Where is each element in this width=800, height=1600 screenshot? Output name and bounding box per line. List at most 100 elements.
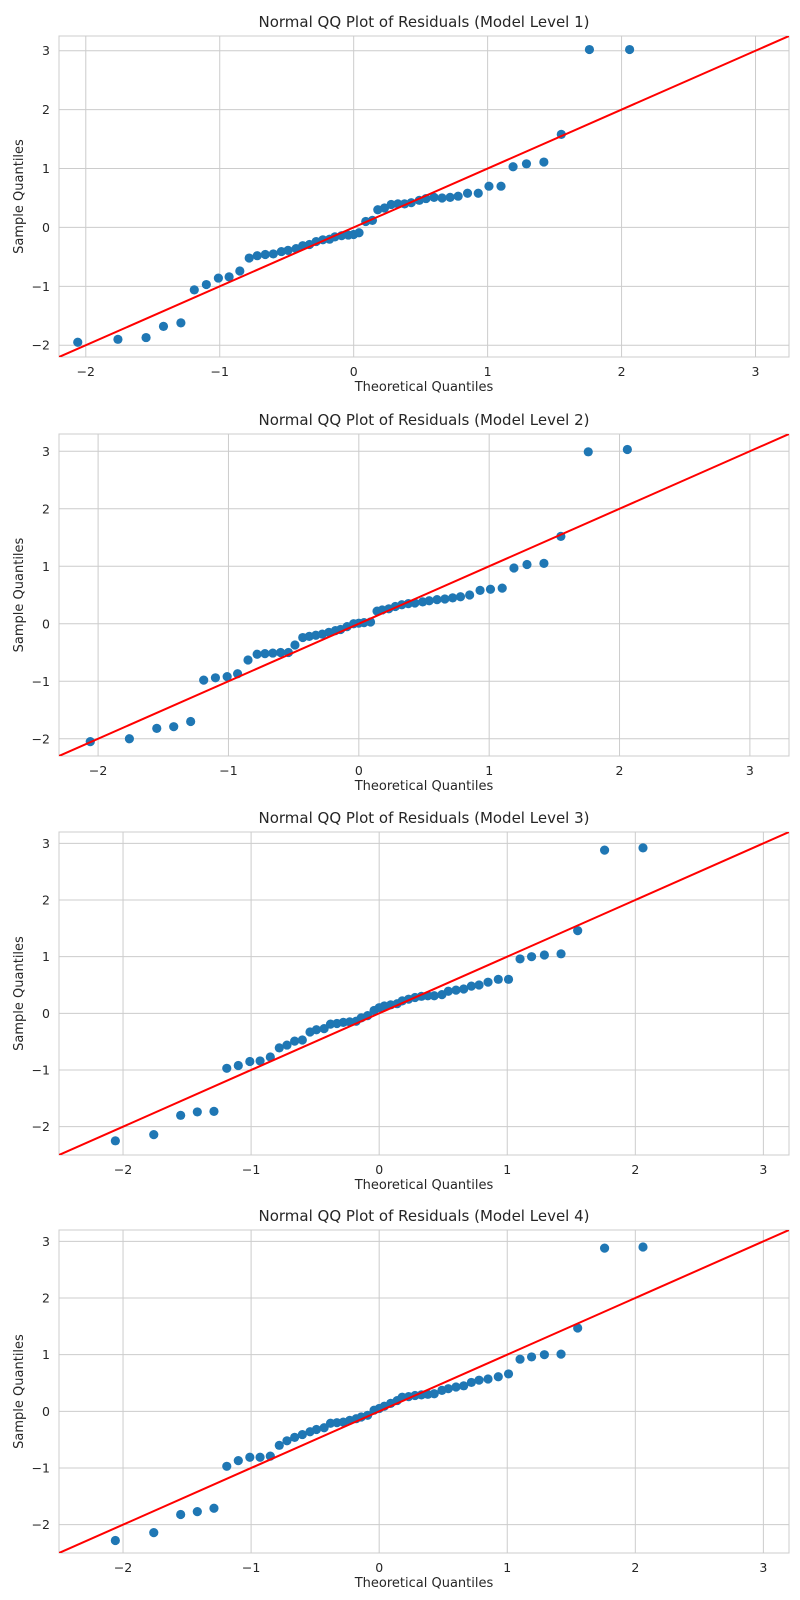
qq-point [424,596,434,606]
qq-point [73,337,83,347]
y-tick-label: 0 [42,220,50,235]
qq-point [222,672,232,682]
qq-point [455,592,466,602]
qq-point [124,734,134,744]
qq-point [484,181,494,191]
x-tick-label: 3 [752,364,760,379]
qq-point [522,559,532,570]
x-tick-label: 1 [484,364,492,379]
qq-point [141,332,151,343]
qq-point [192,1507,202,1517]
qq-point [290,1036,300,1046]
qq-point [213,273,223,283]
qq-point [466,981,476,991]
qq-point [448,593,458,603]
qq-point [260,249,270,260]
qq-point [297,1035,307,1045]
x-tick-label: 0 [350,364,358,379]
qq-point [149,1130,159,1140]
y-tick-label: 2 [42,893,50,908]
qq-point [199,675,209,685]
qq-point [282,1040,292,1050]
qq-point [176,1110,186,1120]
qq-point [474,1375,484,1385]
qq-point [158,321,169,331]
data-layer [59,434,789,756]
qq-point [201,279,211,290]
qq-point [583,447,593,457]
x-tick-label: 2 [631,1162,639,1177]
qq-point [429,991,439,1001]
qq-point [243,655,253,665]
qq-point [235,266,245,276]
qq-point [354,228,364,238]
qq-point [508,162,518,172]
qq-panel-2: −2 −1 0 1 2 3 −2 −1 0 1 2 3 Normal QQ Plot of Residu… [12,411,790,794]
qq-point [521,159,532,169]
qq-point [599,1243,610,1253]
x-axis-label: Theoretical Quantiles [354,779,494,794]
y-tick-label: 2 [42,501,50,516]
x-tick-label: 3 [759,1560,767,1575]
reference-line [59,36,789,357]
qq-point [252,251,262,261]
qq-point [556,949,566,959]
qq-point [192,1107,202,1117]
qq-point [233,1456,243,1466]
qq-point [459,984,469,994]
x-tick-label: 3 [746,763,754,778]
qq-point [255,1056,265,1066]
y-tick-label: −1 [32,674,50,689]
y-tick-label: 3 [42,444,50,459]
qq-point [149,1528,159,1538]
y-tick-label: −1 [32,1461,50,1476]
qq-point [453,191,463,201]
qq-point [584,44,595,55]
qq-point [474,980,484,990]
x-tick-label: −2 [114,1560,132,1575]
qq-point [539,1350,549,1360]
qq-point [176,318,186,328]
qq-point [222,1063,232,1073]
qq-point [319,1024,329,1034]
qq-point [451,985,461,995]
qq-point [459,1381,469,1391]
qq-point [493,1372,503,1382]
reference-line [59,832,789,1155]
qq-point [462,188,473,198]
x-tick-label: −2 [77,364,95,379]
qq-point [233,1060,243,1071]
y-tick-label: 2 [42,102,50,117]
x-tick-label: 0 [355,763,363,778]
qq-point [276,647,286,658]
x-axis-label: Theoretical Quantiles [354,380,494,395]
x-tick-label: 2 [618,364,626,379]
qq-point [255,1452,265,1462]
panel-title: Normal QQ Plot of Residuals (Model Level… [258,13,589,31]
data-layer [59,832,789,1155]
qq-point [445,192,455,202]
qq-point [429,1389,439,1399]
y-tick-label: 3 [42,1234,50,1249]
qq-point [274,1043,284,1053]
qq-point [496,181,506,191]
qq-point [260,649,270,659]
qq-point [509,563,519,573]
qq-point [110,1535,120,1546]
y-tick-label: −1 [32,279,50,294]
qq-point [483,1374,493,1384]
qq-point [440,594,450,604]
x-axis-label: Theoretical Quantiles [354,1178,494,1193]
qq-point [113,334,123,344]
qq-panel-4: −2 −1 0 1 2 3 −2 −1 0 1 2 3 Normal QQ Plot of Residu… [12,1207,790,1591]
x-tick-label: −1 [242,1162,260,1177]
x-tick-label: 3 [759,1162,767,1177]
qq-point [503,974,514,984]
qq-point [573,926,583,936]
qq-point [386,199,396,210]
qq-point [556,1349,566,1359]
qq-point [290,640,300,650]
qq-point [282,1436,292,1446]
panel-title: Normal QQ Plot of Residuals (Model Level… [258,411,589,429]
x-tick-label: 2 [631,1560,639,1575]
